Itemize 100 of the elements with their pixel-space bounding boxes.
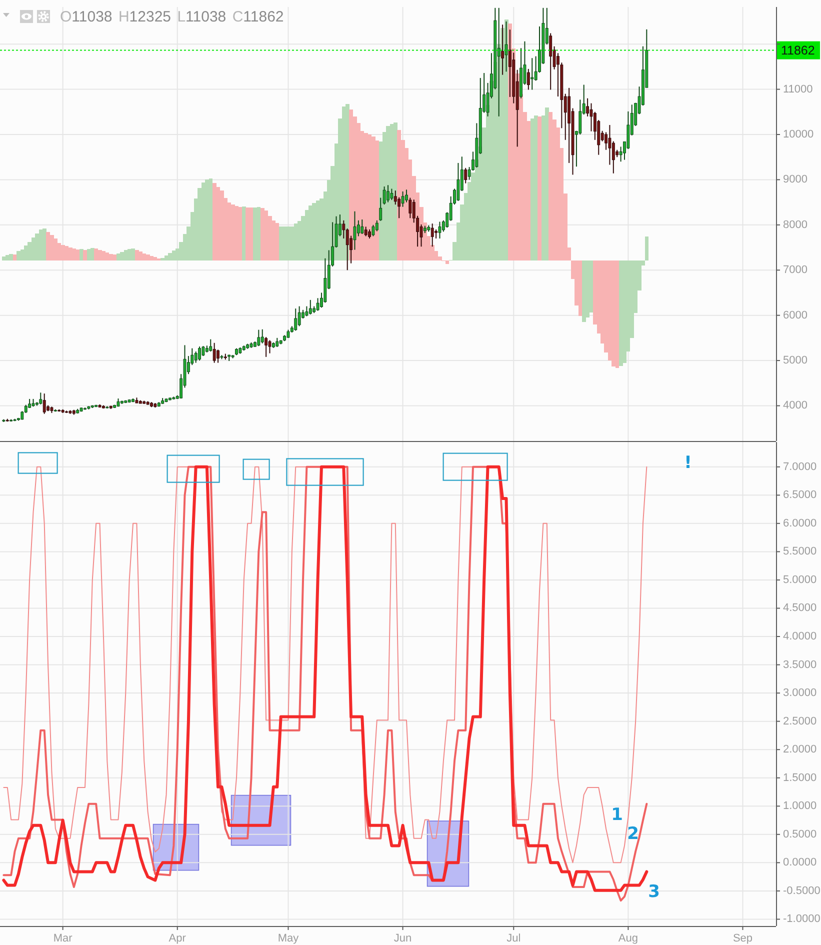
y-tick-label: 5.0000	[783, 574, 817, 586]
x-tick-label: Apr	[168, 932, 186, 944]
bar	[260, 208, 264, 261]
y-tick-label: 5.5000	[783, 546, 817, 558]
bar	[9, 254, 14, 261]
y-tick-label: 3.0000	[783, 687, 817, 700]
bar	[586, 260, 590, 318]
candlestick	[356, 220, 360, 237]
candlestick	[530, 58, 534, 90]
bar	[212, 182, 216, 261]
candlestick	[434, 228, 438, 239]
y-tick-label: 1.5000	[783, 772, 817, 784]
candlestick	[408, 197, 412, 219]
bar	[131, 248, 136, 261]
candlestick	[257, 329, 260, 347]
candlestick	[216, 349, 220, 364]
y-tick-label: 5000	[783, 354, 808, 367]
x-tick-label: Sep	[732, 932, 753, 944]
y-tick-label: 9000	[783, 174, 808, 186]
annotation: 3	[648, 882, 660, 902]
ref-line-label: 11862	[781, 43, 815, 58]
y-tick-label: 0.0000	[783, 856, 817, 869]
y-tick-label: 6.5000	[783, 489, 817, 502]
candlestick	[353, 210, 356, 250]
candlestick	[549, 32, 552, 90]
bar	[150, 256, 154, 261]
candlestick	[209, 338, 212, 352]
chart-title: O11038 H12325 L11038 C11862	[60, 8, 284, 26]
bar	[46, 232, 50, 261]
bar	[275, 223, 280, 261]
candlestick	[501, 24, 504, 76]
bar	[42, 228, 46, 261]
candlestick	[264, 336, 268, 358]
bar	[582, 260, 586, 322]
x-tick-label: Mar	[53, 932, 73, 944]
y-tick-label: 0.5000	[783, 828, 817, 840]
candlestick	[578, 99, 582, 135]
candlestick	[612, 140, 615, 174]
y-tick-label: 8000	[783, 218, 808, 231]
bar	[615, 260, 620, 368]
candlestick	[368, 228, 371, 239]
bar	[349, 110, 354, 261]
candlestick	[39, 392, 42, 405]
y-tick-label: 11000	[783, 83, 813, 96]
candlestick	[360, 218, 364, 234]
bar	[548, 112, 553, 261]
bar	[394, 122, 398, 261]
candlestick	[401, 190, 404, 208]
candlestick	[305, 306, 308, 317]
candlestick	[294, 308, 298, 332]
y-tick-label: 10000	[783, 128, 814, 140]
bar	[390, 124, 394, 261]
candlestick	[198, 346, 202, 362]
bar	[545, 107, 549, 261]
x-tick-label: Jun	[394, 932, 412, 944]
bar	[618, 260, 623, 366]
candlestick	[364, 226, 368, 237]
candlestick	[504, 20, 508, 72]
candlestick	[626, 110, 630, 150]
bar	[253, 207, 258, 261]
bar	[530, 118, 534, 261]
annotation: 2	[627, 824, 639, 844]
bar	[375, 140, 379, 261]
bar	[242, 206, 246, 261]
candlestick	[390, 188, 394, 201]
bar	[138, 252, 142, 261]
y-tick-label: 4.5000	[783, 602, 817, 614]
candlestick	[526, 68, 530, 90]
bar	[94, 248, 98, 261]
candlestick	[268, 340, 272, 354]
y-tick-label: 2.5000	[783, 715, 817, 728]
candlestick	[194, 350, 198, 364]
x-tick-label: May	[278, 932, 300, 944]
candlestick	[260, 328, 264, 344]
y-tick-label: 6.0000	[783, 517, 817, 530]
y-tick-label: -0.5000	[783, 884, 820, 897]
y-tick-label: 6000	[783, 309, 808, 322]
candlestick	[375, 220, 378, 232]
candlestick	[464, 167, 468, 184]
candlestick	[372, 224, 375, 237]
candlestick	[405, 189, 408, 203]
y-tick-label: -1.0000	[783, 913, 820, 926]
bar	[578, 260, 582, 316]
bar	[234, 206, 239, 261]
bar	[160, 258, 165, 261]
bar	[249, 208, 254, 261]
y-tick-label: 4000	[783, 400, 808, 412]
annotation: 1	[611, 805, 623, 825]
bar	[644, 236, 649, 261]
candlestick	[382, 186, 386, 206]
bar	[16, 251, 21, 261]
bar	[54, 238, 58, 261]
candlestick	[379, 197, 382, 222]
bar	[397, 130, 402, 261]
x-tick-label: Jul	[506, 932, 521, 944]
y-tick-label: 3.5000	[783, 658, 817, 671]
candlestick	[276, 337, 279, 348]
bar	[246, 207, 250, 261]
bar	[538, 116, 542, 261]
bar	[208, 178, 213, 261]
